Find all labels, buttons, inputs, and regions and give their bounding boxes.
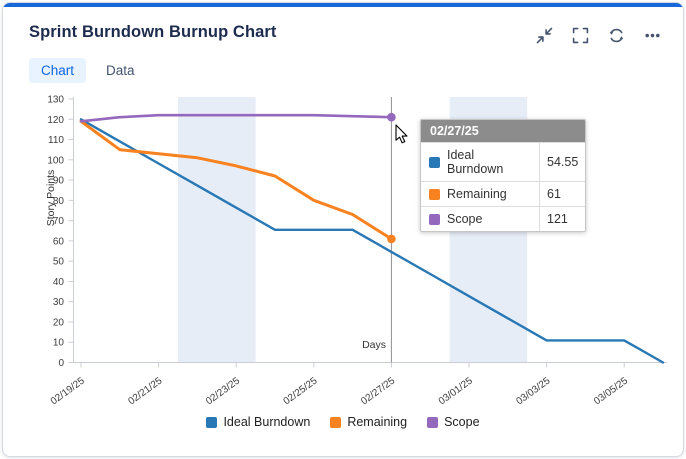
tooltip-row: Scope 121 [421, 206, 585, 231]
legend-swatch-icon [330, 416, 342, 428]
legend-swatch-icon [206, 416, 218, 428]
series-swatch-icon [429, 188, 440, 200]
y-tick-label: 100 [47, 155, 64, 166]
refresh-button[interactable] [608, 27, 625, 44]
x-tick-label: 02/27/25 [359, 375, 397, 407]
y-tick-label: 80 [53, 196, 65, 207]
fullscreen-button[interactable] [572, 27, 589, 44]
y-axis-title: Story Points [45, 170, 57, 227]
tooltip-series-value: 121 [539, 207, 585, 231]
series-line-scope [79, 113, 393, 123]
y-tick-label: 0 [58, 358, 64, 369]
legend-swatch-icon [427, 416, 439, 428]
legend-item-remaining[interactable]: Remaining [330, 415, 407, 429]
more-options-button[interactable] [644, 27, 661, 44]
legend-label: Scope [444, 415, 480, 429]
y-tick-label: 50 [53, 257, 65, 268]
x-tick-label: 02/19/25 [49, 375, 87, 407]
x-axis-title: Days [362, 339, 386, 351]
tab-data[interactable]: Data [106, 63, 135, 78]
series-line-remaining [79, 119, 393, 241]
ellipsis-icon [645, 33, 660, 38]
tooltip-series-name: Ideal Burndown [447, 148, 504, 176]
refresh-icon [609, 28, 624, 43]
page-title: Sprint Burndown Burnup Chart [29, 23, 277, 41]
series-end-marker [387, 112, 396, 122]
y-tick-label: 10 [53, 338, 65, 349]
tooltip-series-value: 54.55 [539, 143, 585, 181]
weekend-band [178, 97, 256, 363]
series-swatch-icon [429, 213, 440, 225]
y-tick-label: 120 [47, 115, 64, 126]
tooltip-row: Remaining 61 [421, 181, 585, 206]
tooltip-rows: Ideal Burndown 54.55 Remaining 61 Scope 121 [421, 142, 585, 231]
tab-bar: Chart Data [29, 58, 147, 83]
series-end-marker [387, 234, 396, 244]
x-tick-label: 03/03/25 [514, 375, 552, 407]
legend-label: Ideal Burndown [223, 415, 311, 429]
toolbar [536, 27, 661, 44]
x-tick-label: 03/05/25 [592, 375, 630, 407]
x-tick-label: 02/21/25 [126, 375, 164, 407]
tooltip-date: 02/27/25 [421, 120, 585, 142]
legend-item-scope[interactable]: Scope [427, 415, 480, 429]
tooltip-series-value: 61 [539, 182, 585, 206]
y-tick-label: 110 [48, 135, 64, 146]
chart-tooltip: 02/27/25 Ideal Burndown 54.55 Remaining 61 S… [420, 119, 586, 232]
y-tick-label: 130 [47, 95, 64, 106]
tooltip-row: Ideal Burndown 54.55 [421, 142, 585, 181]
y-tick-label: 20 [53, 318, 65, 329]
x-tick-label: 03/01/25 [437, 375, 475, 407]
collapse-arrows-icon [536, 27, 553, 44]
tab-chart[interactable]: Chart [29, 58, 87, 83]
series-swatch-icon [429, 156, 440, 168]
card-accent-bar [3, 3, 683, 7]
chart-legend: Ideal Burndown Remaining Scope [3, 415, 683, 429]
fullscreen-corners-icon [572, 27, 589, 44]
y-tick-label: 70 [53, 216, 65, 227]
y-tick-label: 90 [53, 176, 65, 187]
y-tick-label: 40 [53, 277, 65, 288]
legend-item-ideal-burndown[interactable]: Ideal Burndown [206, 415, 310, 429]
chart-area: 0 10 20 30 40 50 60 70 80 90 100 110 120 130 02/19/25 0… [3, 91, 683, 413]
x-tick-label: 02/23/25 [204, 375, 242, 407]
tooltip-series-name: Scope [447, 212, 483, 226]
x-tick-label: 02/25/25 [282, 375, 320, 407]
y-tick-label: 60 [53, 236, 65, 247]
legend-label: Remaining [347, 415, 408, 429]
tooltip-series-name: Remaining [447, 187, 507, 201]
y-tick-label: 30 [53, 297, 65, 308]
collapse-button[interactable] [536, 27, 553, 44]
series-line-ideal-burndown [79, 118, 665, 364]
